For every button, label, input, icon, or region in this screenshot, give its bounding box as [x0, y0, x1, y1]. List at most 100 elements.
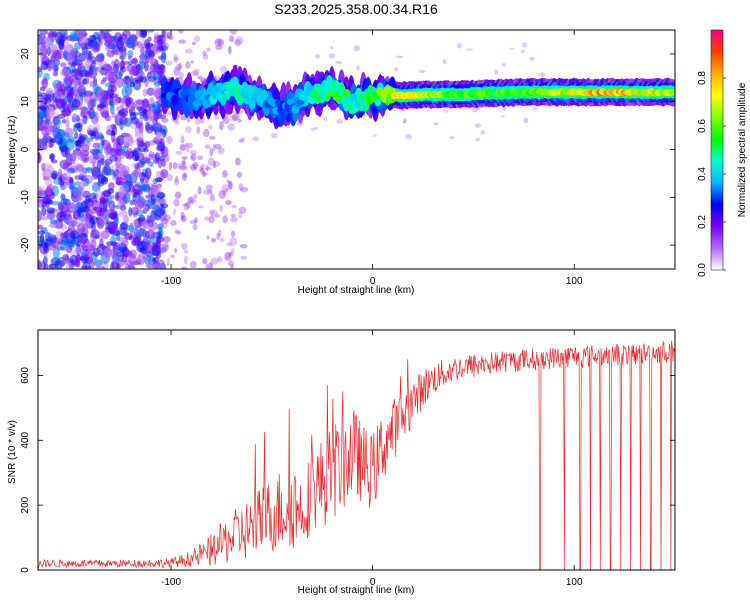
- noise-blob: [56, 211, 66, 222]
- snr-x-tick-label: 100: [566, 577, 583, 588]
- noise-blob: [141, 98, 149, 109]
- noise-blob: [203, 189, 212, 195]
- noise-blob: [186, 146, 190, 153]
- noise-blob: [61, 132, 70, 144]
- noise-blob: [102, 77, 107, 82]
- noise-blob: [214, 115, 220, 120]
- noise-blob: [215, 45, 223, 51]
- noise-blob: [123, 249, 133, 258]
- noise-blob: [67, 167, 76, 174]
- noise-blob: [66, 103, 73, 110]
- noise-blob: [195, 118, 201, 126]
- noise-blob: [73, 220, 78, 226]
- noise-blob: [181, 266, 187, 269]
- noise-blob: [77, 86, 86, 94]
- noise-blob: [177, 162, 185, 168]
- noise-blob: [58, 137, 64, 146]
- noise-blob: [222, 116, 230, 125]
- noise-blob: [38, 230, 45, 235]
- noise-blob: [85, 50, 91, 61]
- noise-blob: [134, 163, 140, 170]
- noise-blob: [502, 106, 507, 112]
- noise-blob: [79, 37, 89, 45]
- noise-blob: [43, 241, 48, 253]
- noise-blob: [178, 71, 184, 80]
- noise-blob: [119, 65, 127, 73]
- noise-blob: [73, 188, 83, 198]
- noise-blob: [175, 63, 182, 71]
- noise-blob: [137, 60, 146, 70]
- noise-blob: [194, 217, 198, 223]
- noise-blob: [418, 69, 426, 73]
- noise-blob: [155, 130, 161, 140]
- noise-blob: [136, 253, 146, 266]
- noise-blob: [237, 211, 243, 219]
- noise-blob: [140, 30, 148, 38]
- noise-blob: [163, 214, 171, 221]
- noise-blob: [231, 205, 238, 209]
- noise-blob: [70, 181, 77, 190]
- noise-blob: [128, 265, 134, 269]
- noise-blob: [500, 115, 505, 118]
- noise-blob: [44, 97, 52, 104]
- noise-blob: [66, 90, 74, 103]
- noise-blob: [202, 257, 208, 265]
- noise-blob: [100, 157, 105, 165]
- noise-blob: [173, 54, 178, 64]
- noise-blob: [227, 123, 235, 131]
- noise-blob: [200, 163, 206, 169]
- noise-blob: [183, 250, 189, 254]
- noise-blob: [80, 42, 88, 51]
- noise-blob: [89, 64, 94, 76]
- signal-blob: [313, 83, 322, 90]
- noise-blob: [163, 242, 170, 252]
- colorbar-tick-label: 0.2: [697, 215, 708, 229]
- noise-blob: [197, 205, 204, 209]
- noise-blob: [216, 232, 221, 241]
- noise-blob: [323, 116, 328, 121]
- noise-blob: [330, 46, 334, 50]
- noise-blob: [227, 45, 232, 55]
- noise-blob: [161, 117, 169, 123]
- noise-blob: [77, 207, 85, 218]
- noise-blob: [161, 30, 166, 39]
- signal-blob: [192, 100, 201, 107]
- noise-blob: [156, 63, 166, 70]
- noise-blob: [116, 251, 126, 257]
- noise-blob: [230, 213, 237, 218]
- noise-blob: [172, 208, 177, 216]
- noise-blob: [219, 66, 228, 73]
- noise-blob: [181, 242, 188, 250]
- spectrogram-x-tick-label: 0: [370, 276, 376, 287]
- noise-blob: [199, 167, 205, 174]
- noise-blob: [203, 128, 210, 138]
- snr-x-tick-label: 0: [370, 577, 376, 588]
- noise-blob: [135, 30, 141, 37]
- noise-blob: [185, 126, 192, 134]
- colorbar: 0.0 0.2 0.4 0.6 0.8 Normalized spectral ampl…: [697, 29, 748, 277]
- noise-blob: [174, 191, 182, 199]
- noise-blob: [205, 184, 214, 191]
- noise-blob: [76, 149, 87, 161]
- noise-blob: [176, 230, 182, 235]
- noise-blob: [93, 259, 103, 267]
- noise-blob: [60, 198, 69, 205]
- noise-blob: [235, 157, 241, 165]
- noise-blob: [239, 244, 248, 249]
- noise-blob: [52, 123, 57, 134]
- noise-blob: [170, 219, 177, 226]
- noise-blob: [153, 81, 162, 87]
- noise-blob: [49, 234, 57, 244]
- noise-blob: [102, 248, 113, 259]
- colorbar-tick-label: 0.4: [697, 167, 708, 181]
- noise-blob: [45, 118, 50, 125]
- noise-blob: [494, 69, 498, 75]
- noise-blob: [140, 185, 146, 192]
- noise-blob: [238, 206, 247, 214]
- noise-blob: [48, 43, 59, 53]
- noise-blob: [178, 62, 182, 70]
- noise-blob: [229, 30, 238, 35]
- noise-blob: [202, 50, 207, 56]
- noise-blob: [67, 216, 76, 228]
- noise-blob: [142, 108, 147, 115]
